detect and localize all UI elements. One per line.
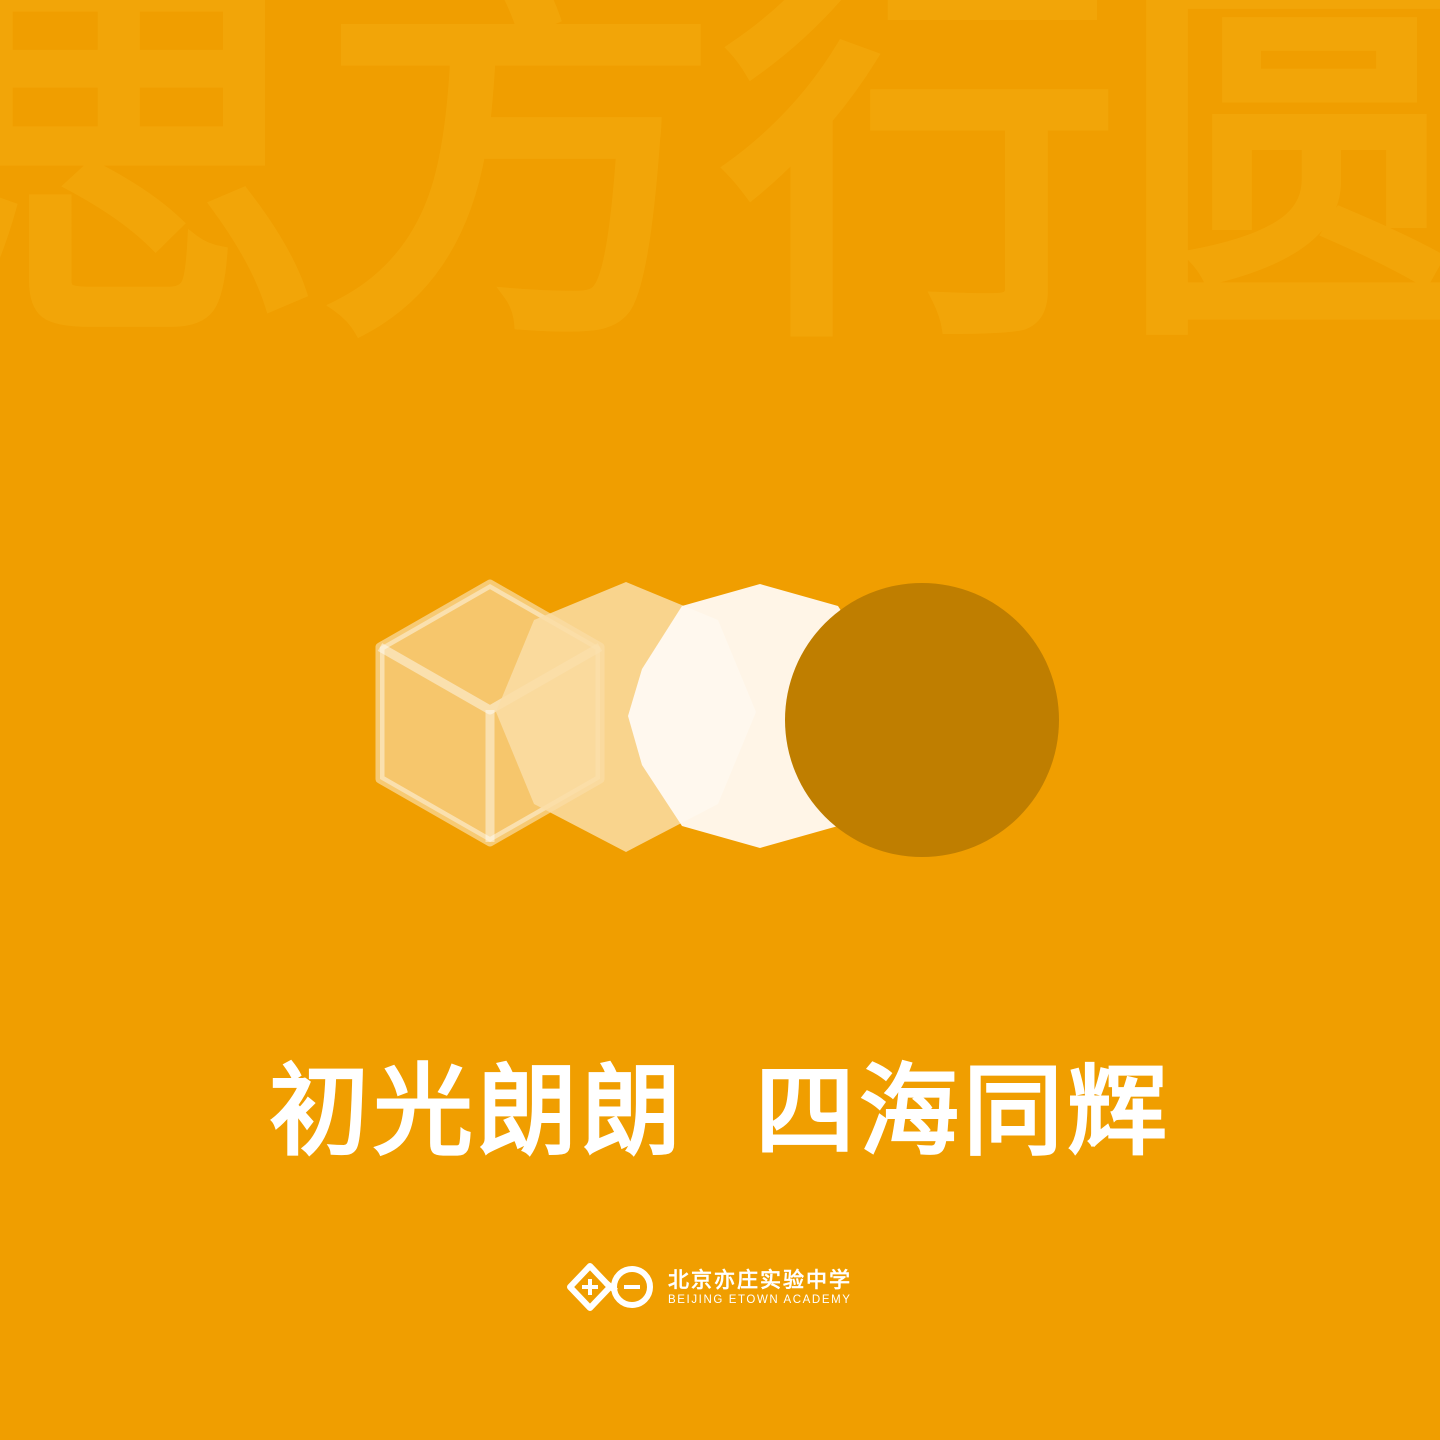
- infinity-plus-minus-icon: [567, 1263, 653, 1311]
- slogan-part-2: 四海同辉: [755, 1053, 1171, 1170]
- circle-shape: [785, 583, 1059, 857]
- logo-text: 北京亦庄实验中学 BEIJING ETOWN ACADEMY: [668, 1267, 852, 1307]
- slogan-part-1: 初光朗朗: [269, 1053, 685, 1170]
- school-name-en: BEIJING ETOWN ACADEMY: [668, 1294, 852, 1306]
- slogan: 初光朗朗 四海同辉: [0, 1052, 1440, 1172]
- school-name-cn: 北京亦庄实验中学: [668, 1268, 852, 1292]
- school-logo: 北京亦庄实验中学 BEIJING ETOWN ACADEMY: [566, 1262, 852, 1312]
